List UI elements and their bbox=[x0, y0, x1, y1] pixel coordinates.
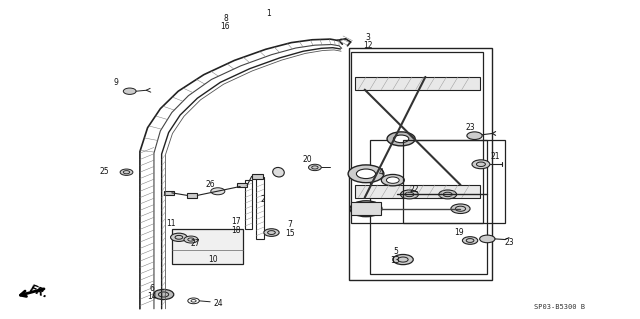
Text: 13: 13 bbox=[390, 256, 400, 265]
Text: 27: 27 bbox=[191, 239, 200, 248]
Text: 20: 20 bbox=[303, 155, 312, 164]
Text: 21: 21 bbox=[491, 152, 500, 161]
Circle shape bbox=[394, 135, 409, 143]
Text: 12: 12 bbox=[363, 41, 372, 50]
Text: 10: 10 bbox=[209, 255, 218, 264]
Bar bbox=[256, 177, 264, 239]
Circle shape bbox=[171, 233, 187, 241]
Text: 14: 14 bbox=[147, 292, 157, 301]
Circle shape bbox=[467, 132, 482, 139]
Bar bbox=[355, 77, 479, 90]
Circle shape bbox=[479, 235, 495, 243]
Text: 24: 24 bbox=[213, 299, 223, 308]
Text: 26: 26 bbox=[206, 180, 216, 189]
Text: 18: 18 bbox=[231, 226, 241, 235]
Ellipse shape bbox=[273, 167, 284, 177]
Circle shape bbox=[124, 88, 136, 94]
Bar bbox=[355, 185, 479, 197]
Circle shape bbox=[381, 174, 404, 186]
Circle shape bbox=[358, 204, 374, 213]
Text: 23: 23 bbox=[465, 123, 475, 132]
Bar bbox=[244, 180, 252, 229]
Text: 17: 17 bbox=[231, 217, 241, 226]
Text: 5: 5 bbox=[393, 247, 398, 256]
Text: 19: 19 bbox=[454, 228, 464, 237]
Bar bbox=[351, 202, 381, 215]
Circle shape bbox=[154, 289, 173, 300]
Circle shape bbox=[350, 201, 382, 217]
Circle shape bbox=[211, 188, 225, 195]
Text: 7: 7 bbox=[287, 220, 292, 229]
Text: 3: 3 bbox=[365, 33, 371, 42]
Circle shape bbox=[387, 132, 415, 146]
Text: 6: 6 bbox=[150, 284, 154, 293]
Text: 23: 23 bbox=[504, 238, 514, 247]
Circle shape bbox=[463, 237, 477, 244]
Text: 16: 16 bbox=[221, 22, 230, 31]
Text: 25: 25 bbox=[100, 167, 109, 176]
Text: 8: 8 bbox=[223, 14, 228, 23]
Text: FR.: FR. bbox=[28, 284, 50, 300]
Circle shape bbox=[451, 204, 470, 213]
Circle shape bbox=[356, 169, 376, 179]
Text: 2: 2 bbox=[260, 195, 265, 204]
Circle shape bbox=[348, 165, 384, 183]
Circle shape bbox=[472, 160, 490, 169]
Text: 1: 1 bbox=[266, 9, 271, 18]
Circle shape bbox=[308, 164, 321, 171]
Polygon shape bbox=[172, 229, 243, 264]
Circle shape bbox=[393, 255, 413, 265]
Circle shape bbox=[387, 177, 399, 183]
Polygon shape bbox=[252, 174, 262, 179]
Circle shape bbox=[401, 190, 419, 199]
Text: 9: 9 bbox=[113, 78, 118, 87]
Circle shape bbox=[120, 169, 133, 175]
Text: SP03-B5300 B: SP03-B5300 B bbox=[534, 304, 585, 310]
Circle shape bbox=[264, 229, 279, 236]
Circle shape bbox=[439, 190, 457, 199]
Polygon shape bbox=[237, 183, 247, 188]
Polygon shape bbox=[164, 191, 174, 195]
Text: 22: 22 bbox=[410, 185, 419, 194]
Polygon shape bbox=[187, 193, 197, 197]
Text: 15: 15 bbox=[285, 229, 295, 238]
Text: 11: 11 bbox=[166, 219, 176, 227]
Text: 4: 4 bbox=[379, 168, 384, 177]
Circle shape bbox=[184, 236, 198, 243]
Bar bbox=[349, 48, 492, 280]
